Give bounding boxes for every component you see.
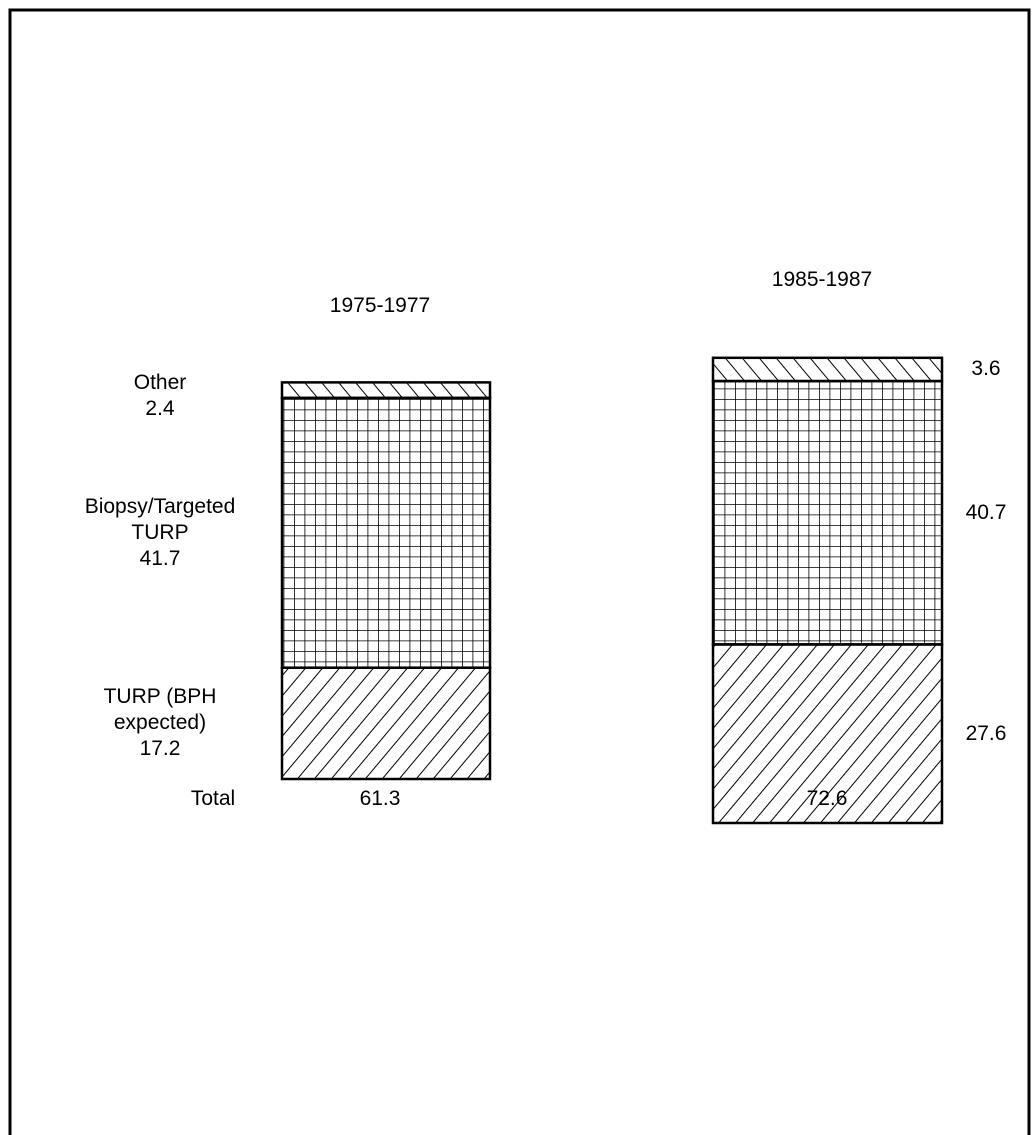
value-label: 40.7 [965,500,1007,524]
segment-label: Other 2.4 [40,370,280,422]
series-name: Biopsy/Targeted TURP [84,494,236,544]
bar-segment [711,379,944,646]
bar-segment [280,381,492,400]
value-label: 3.6 [971,357,1001,381]
segment-label: Biopsy/Targeted TURP 41.7 [75,494,245,572]
series-name: Other [133,371,187,395]
bar-segment [280,666,492,781]
value-label: 27.6 [965,721,1007,745]
bar-segment [711,643,944,825]
value-label: 17.2 [139,737,181,761]
total-value: 61.3 [359,787,401,810]
bar-title: 1975-1977 [329,294,431,317]
bar-segment [711,356,944,383]
total-value: 72.6 [806,787,848,810]
bar-segment [280,396,492,669]
bar-title: 1985-1987 [771,268,873,291]
total-label: Total [190,787,236,810]
value-label: 2.4 [145,397,175,421]
value-label: 41.7 [139,546,181,570]
series-name: TURP (BPH expected) [103,685,217,735]
frame [8,8,1031,1135]
segment-label: TURP (BPH expected) 17.2 [60,684,260,762]
